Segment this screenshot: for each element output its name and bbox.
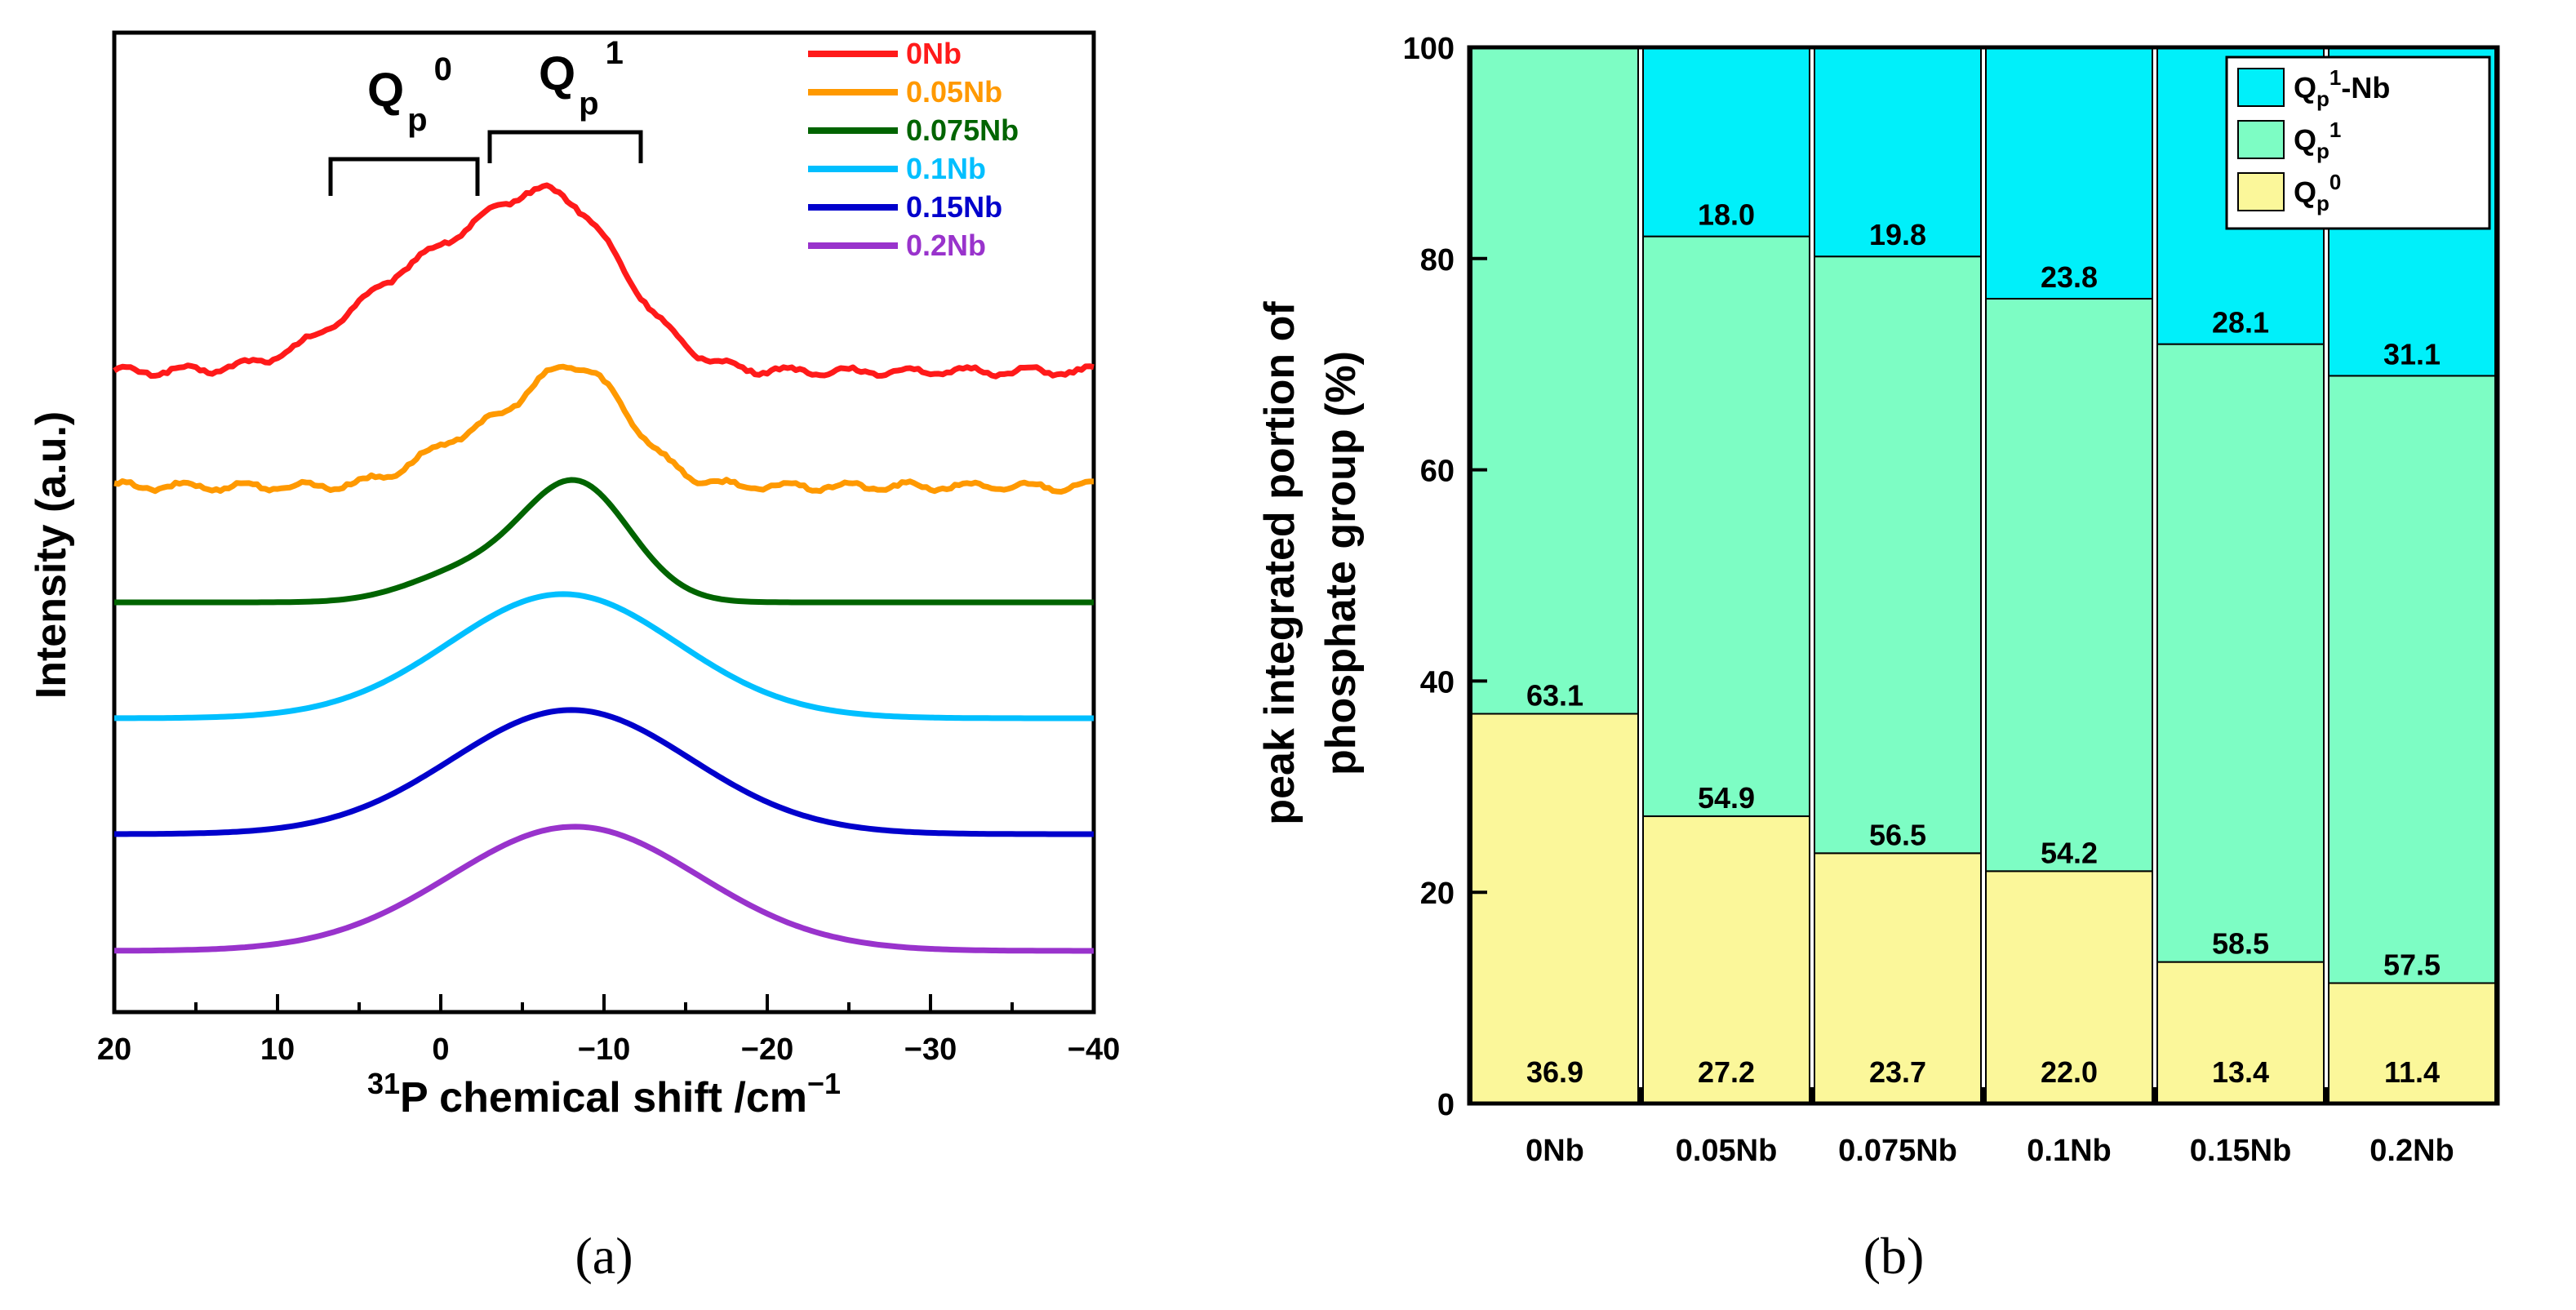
bar-0.1Nb-Qp0 [1985, 870, 2153, 1104]
bar-0.15Nb-Qp0 [2156, 961, 2325, 1104]
legend-label-0.1Nb: 0.1Nb [906, 152, 986, 185]
bar-value-label: 23.8 [2041, 260, 2098, 294]
bar-0.05Nb-Qp1-Nb [1642, 47, 1810, 238]
bar-value-label: 13.4 [2212, 1055, 2269, 1089]
x-tick-label: −10 [578, 1032, 630, 1067]
bar-value-label: 56.5 [1869, 818, 1926, 851]
spectrum-0.05Nb [113, 363, 1094, 495]
bar-y-axis-label-line1: peak integrated portion of [1256, 301, 1304, 825]
x-tick-label: −40 [1068, 1032, 1120, 1067]
x-tick-label: −30 [904, 1032, 957, 1067]
bar-value-label: 54.9 [1698, 781, 1755, 815]
bar-0.15Nb-Qp1 [2156, 343, 2325, 963]
x-tick-label: −20 [741, 1032, 793, 1067]
legend-label-0.075Nb: 0.075Nb [906, 113, 1019, 147]
qp1-annotation: Qp1 [539, 35, 624, 122]
category-label-0.1Nb: 0.1Nb [2027, 1134, 2111, 1168]
bar-0.05Nb-Qp0 [1642, 815, 1810, 1104]
bar-0.05Nb-Qp1 [1642, 235, 1810, 818]
panel-label-a: (a) [575, 1227, 633, 1285]
qp1-bracket [487, 130, 643, 163]
y-tick-label: 0 [1437, 1088, 1455, 1122]
bar-value-label: 18.0 [1698, 198, 1755, 232]
bar-0.1Nb-Qp1 [1985, 297, 2153, 873]
legend-swatch [2237, 120, 2285, 159]
x-tick-label: 0 [432, 1032, 449, 1067]
y-tick-label: 80 [1420, 243, 1455, 278]
legend-entry: Qp0 [2294, 170, 2341, 215]
bar-value-label: 22.0 [2041, 1055, 2098, 1089]
bar-0Nb-Qp0 [1471, 713, 1639, 1104]
legend-label-0.2Nb: 0.2Nb [906, 229, 986, 262]
legend-label-0Nb: 0Nb [906, 37, 962, 70]
x-tick-label: 10 [260, 1032, 295, 1067]
legend-swatch [2237, 68, 2285, 107]
bar-value-label: 31.1 [2383, 337, 2441, 371]
spectrum-0.1Nb [114, 591, 1094, 722]
spectrum-0.15Nb [114, 707, 1094, 837]
bar-value-label: 28.1 [2212, 306, 2269, 340]
legend-entry: Qp1 [2294, 118, 2341, 163]
stacked-bar-chart: 36.9 63.1 27.2 54.9 18.0 23.7 56.5 19.8 22.0 54.2… [1256, 32, 2500, 1168]
bar-0Nb-Qp1 [1471, 47, 1639, 715]
category-label-0.2Nb: 0.2Nb [2369, 1134, 2454, 1168]
bar-value-label: 27.2 [1698, 1055, 1755, 1089]
y-tick-label: 40 [1420, 665, 1455, 699]
legend-label-0.05Nb: 0.05Nb [906, 75, 1002, 109]
bar-value-label: 23.7 [1869, 1055, 1926, 1089]
bar-0.075Nb-Qp1 [1814, 255, 1982, 855]
qp0-bracket [328, 157, 480, 196]
category-label-0Nb: 0Nb [1526, 1134, 1584, 1168]
bar-value-label: 19.8 [1869, 218, 1926, 251]
nmr-spectra-chart: 20 10 0 −10 −20 −30 −40 0Nb 0.05Nb 0.075Nb 0.1Nb 0… [28, 30, 1120, 1121]
bar-value-label: 36.9 [1526, 1055, 1583, 1089]
spectrum-0.2Nb [114, 824, 1094, 954]
bar-value-label: 63.1 [1526, 679, 1583, 713]
y-tick-label: 60 [1420, 455, 1455, 489]
category-label-0.05Nb: 0.05Nb [1676, 1134, 1778, 1168]
bar-value-label: 11.4 [2384, 1055, 2440, 1089]
category-label-0.15Nb: 0.15Nb [2190, 1134, 2292, 1168]
legend-entry: Qp1-Nb [2294, 65, 2390, 111]
spectra-y-axis-label: Intensity (a.u.) [28, 411, 75, 699]
bar-0.075Nb-Qp1-Nb [1814, 47, 1982, 258]
spectra-x-axis-label: 31P chemical shift /cm−1 [367, 1067, 841, 1121]
bar-y-axis-label-line2: phosphate group (%) [1317, 351, 1365, 775]
bar-value-label: 58.5 [2212, 927, 2269, 961]
panel-label-b: (b) [1863, 1227, 1925, 1285]
y-tick-label: 20 [1420, 877, 1455, 911]
legend-swatch [2237, 172, 2285, 211]
x-tick-label: 20 [97, 1032, 131, 1067]
category-label-0.075Nb: 0.075Nb [1838, 1134, 1957, 1168]
spectrum-0Nb [113, 182, 1095, 380]
bar-0.075Nb-Qp0 [1814, 852, 1982, 1105]
spectrum-0.075Nb [114, 477, 1094, 606]
bar-value-label: 57.5 [2383, 948, 2441, 981]
legend-label-0.15Nb: 0.15Nb [906, 190, 1002, 224]
bar-value-label: 54.2 [2041, 836, 2098, 869]
y-tick-label: 100 [1403, 32, 1455, 66]
qp0-annotation: Qp0 [367, 51, 452, 138]
bar-0.2Nb-Qp1 [2328, 375, 2496, 984]
